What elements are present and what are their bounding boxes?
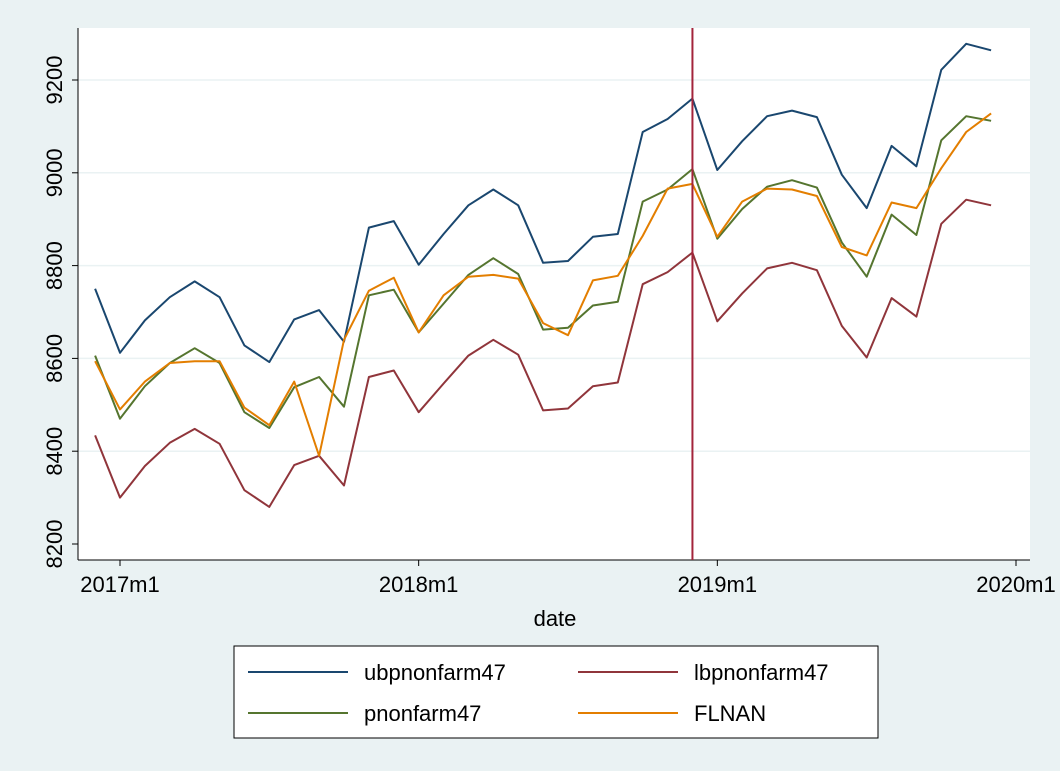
series-line-pnonfarm47 [94,115,992,429]
y-tick-label: 8600 [42,334,67,383]
y-axis: 8200 8400 8600 8800 9000 9200 [42,28,79,569]
series-line-lbpnonfarm47 [94,198,992,508]
series-line-ubpnonfarm47 [94,42,992,364]
legend: ubpnonfarm47 lbpnonfarm47 pnonfarm47 FLNAN [233,645,879,739]
gridlines [78,79,1030,452]
legend-box [233,645,879,739]
series-lines [94,42,992,508]
y-tick-label: 8800 [42,241,67,290]
y-tick-label: 9200 [42,56,67,105]
plot-area [78,28,1030,560]
y-tick-label: 8400 [42,427,67,476]
legend-label-ubpnonfarm47: ubpnonfarm47 [364,660,506,685]
y-tick-label: 8200 [42,520,67,569]
x-axis: 2017m1 2018m1 2019m1 2020m1 [78,559,1056,597]
x-tick-label: 2019m1 [678,572,758,597]
x-axis-title: date [534,606,577,631]
x-tick-label: 2017m1 [80,572,160,597]
x-tick-label: 2020m1 [976,572,1056,597]
legend-label-lbpnonfarm47: lbpnonfarm47 [694,660,829,685]
series-line-FLNAN [94,112,992,457]
legend-label-FLNAN: FLNAN [694,701,766,726]
legend-label-pnonfarm47: pnonfarm47 [364,701,481,726]
x-tick-label: 2018m1 [379,572,459,597]
y-tick-label: 9000 [42,148,67,197]
